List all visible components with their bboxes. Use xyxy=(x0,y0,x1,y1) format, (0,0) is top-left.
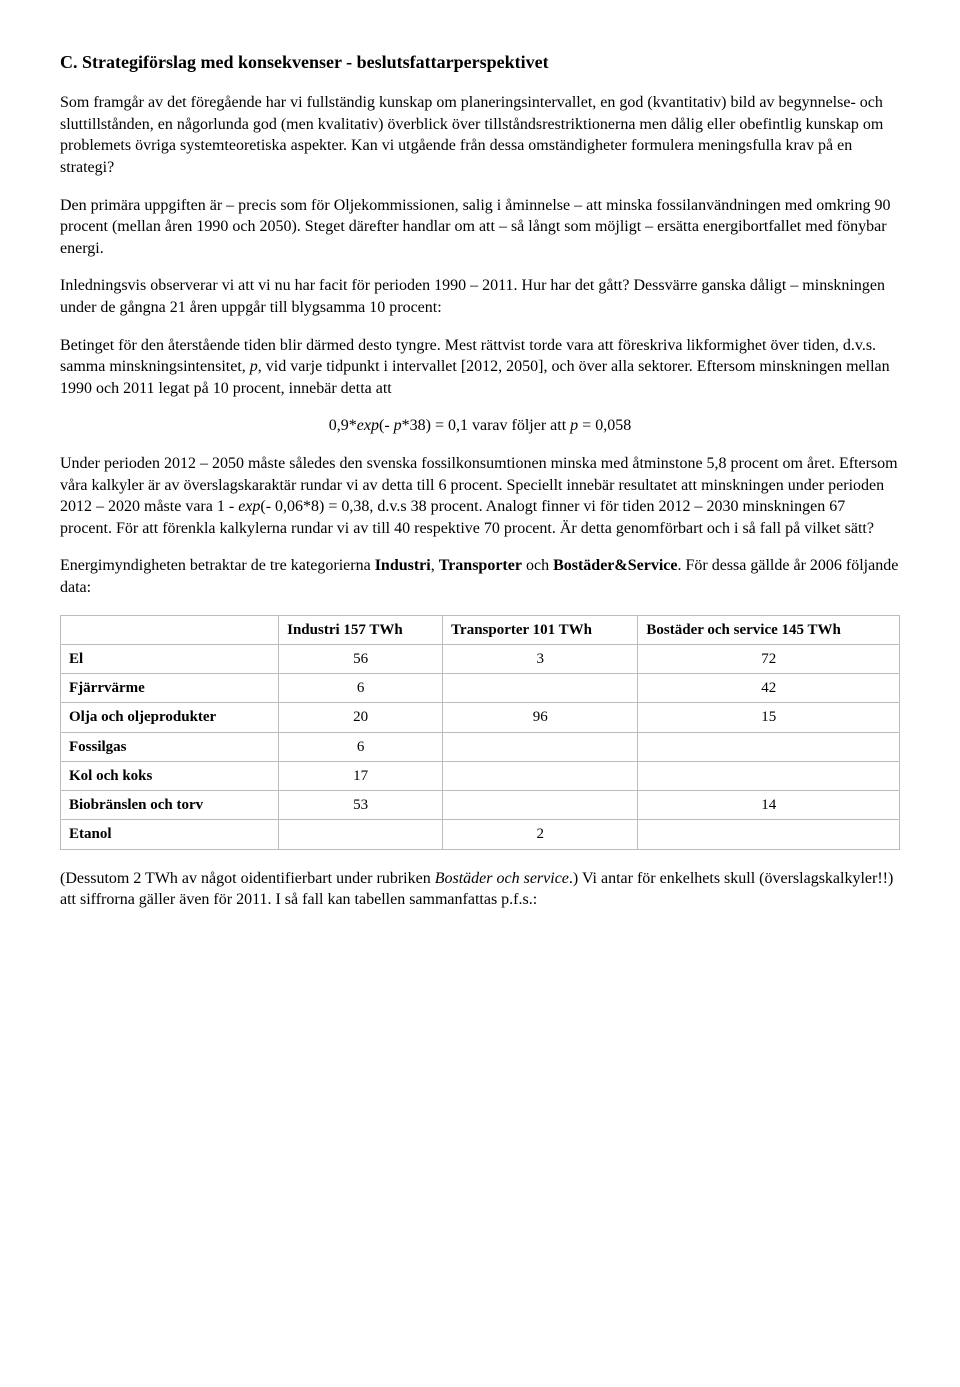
text: och xyxy=(522,557,553,574)
text: 0,9* xyxy=(329,417,357,434)
cell-value: 56 xyxy=(279,644,443,673)
col-industri: Industri 157 TWh xyxy=(279,615,443,644)
section-heading: C. Strategiförslag med konsekvenser - be… xyxy=(60,50,900,74)
col-blank xyxy=(61,615,279,644)
paragraph-7: (Dessutom 2 TWh av något oidentifierbart… xyxy=(60,868,900,911)
fn-exp: exp xyxy=(357,417,379,434)
paragraph-1: Som framgår av det föregående har vi ful… xyxy=(60,92,900,178)
var-p: p xyxy=(394,417,402,434)
row-label: Fjärrvärme xyxy=(61,674,279,703)
cell-value: 2 xyxy=(443,820,638,849)
cell-value xyxy=(638,732,900,761)
paragraph-6: Energimyndigheten betraktar de tre kateg… xyxy=(60,555,900,598)
cat-bostader-italic: Bostäder och service xyxy=(435,870,569,887)
var-p: p xyxy=(250,358,258,375)
col-transporter: Transporter 101 TWh xyxy=(443,615,638,644)
cell-value: 96 xyxy=(443,703,638,732)
col-bostader: Bostäder och service 145 TWh xyxy=(638,615,900,644)
cat-bostader: Bostäder&Service xyxy=(553,557,677,574)
text: (Dessutom 2 TWh av något oidentifierbart… xyxy=(60,870,435,887)
row-label: Etanol xyxy=(61,820,279,849)
cat-transporter: Transporter xyxy=(439,557,522,574)
cell-value: 15 xyxy=(638,703,900,732)
var-p: p xyxy=(570,417,578,434)
table-row: Kol och koks17 xyxy=(61,761,900,790)
fn-exp: exp xyxy=(238,498,260,515)
row-label: Fossilgas xyxy=(61,732,279,761)
paragraph-3: Inledningsvis observerar vi att vi nu ha… xyxy=(60,275,900,318)
table-row: Biobränslen och torv53 14 xyxy=(61,791,900,820)
cell-value: 42 xyxy=(638,674,900,703)
text: (- xyxy=(379,417,394,434)
text: Energimyndigheten betraktar de tre kateg… xyxy=(60,557,375,574)
cell-value: 6 xyxy=(279,674,443,703)
cell-value xyxy=(443,674,638,703)
paragraph-5: Under perioden 2012 – 2050 måste således… xyxy=(60,453,900,539)
table-body: El56372Fjärrvärme642Olja och oljeprodukt… xyxy=(61,644,900,849)
table-row: Olja och oljeprodukter209615 xyxy=(61,703,900,732)
cell-value xyxy=(279,820,443,849)
cell-value: 6 xyxy=(279,732,443,761)
equation: 0,9*exp(- p*38) = 0,1 varav följer att p… xyxy=(60,415,900,437)
table-row: El56372 xyxy=(61,644,900,673)
cell-value xyxy=(638,820,900,849)
cell-value xyxy=(638,761,900,790)
table-row: Etanol 2 xyxy=(61,820,900,849)
row-label: Olja och oljeprodukter xyxy=(61,703,279,732)
cell-value: 72 xyxy=(638,644,900,673)
paragraph-4: Betinget för den återstående tiden blir … xyxy=(60,335,900,400)
cell-value: 17 xyxy=(279,761,443,790)
row-label: Biobränslen och torv xyxy=(61,791,279,820)
cell-value xyxy=(443,761,638,790)
table-row: Fossilgas6 xyxy=(61,732,900,761)
cell-value: 14 xyxy=(638,791,900,820)
row-label: El xyxy=(61,644,279,673)
cell-value xyxy=(443,791,638,820)
energy-table: Industri 157 TWh Transporter 101 TWh Bos… xyxy=(60,615,900,850)
text: , xyxy=(431,557,439,574)
text: *38) = 0,1 varav följer att xyxy=(402,417,571,434)
paragraph-2: Den primära uppgiften är – precis som fö… xyxy=(60,195,900,260)
table-header-row: Industri 157 TWh Transporter 101 TWh Bos… xyxy=(61,615,900,644)
cat-industri: Industri xyxy=(375,557,431,574)
cell-value: 53 xyxy=(279,791,443,820)
table-row: Fjärrvärme6 42 xyxy=(61,674,900,703)
cell-value: 3 xyxy=(443,644,638,673)
text: = 0,058 xyxy=(578,417,631,434)
cell-value: 20 xyxy=(279,703,443,732)
row-label: Kol och koks xyxy=(61,761,279,790)
cell-value xyxy=(443,732,638,761)
